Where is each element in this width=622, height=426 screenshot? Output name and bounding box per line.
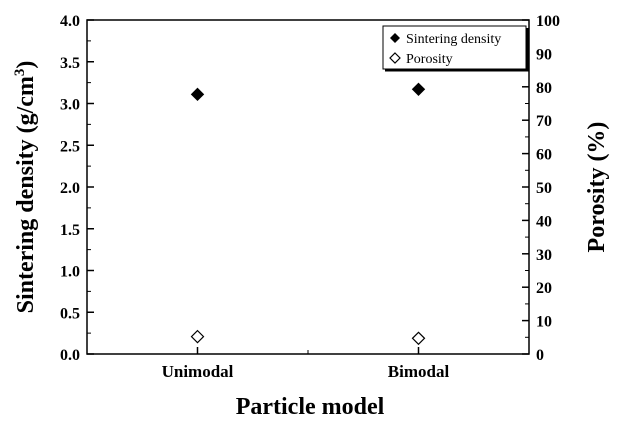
x-tick-label: Unimodal: [162, 362, 234, 381]
right-tick-label: 60: [536, 147, 552, 164]
legend-label-sintering-density: Sintering density: [406, 32, 501, 47]
right-tick-label: 30: [536, 247, 552, 264]
left-axis-title-close: ): [13, 61, 39, 69]
right-tick-label: 50: [536, 180, 552, 197]
sintering-density-point: [411, 82, 426, 97]
left-tick-label: 3.0: [60, 97, 80, 114]
right-tick-label: 10: [536, 314, 552, 331]
left-tick-label: 4.0: [60, 13, 80, 30]
right-tick-label: 90: [536, 46, 552, 63]
left-tick-label: 1.5: [60, 222, 80, 239]
legend-shadow-bottom: [385, 69, 529, 72]
right-tick-label: 40: [536, 213, 552, 230]
legend-label-porosity: Porosity: [406, 52, 453, 67]
legend-marker-sintering-density: [390, 33, 400, 43]
left-tick-label: 2.0: [60, 180, 80, 197]
legend-marker-porosity: [389, 52, 401, 64]
left-axis-title: Sintering density (g/cm3): [12, 61, 39, 314]
left-axis-title-main: Sintering density (g/cm: [13, 76, 39, 313]
left-tick-label: 0.5: [60, 305, 80, 322]
sintering-density-point: [190, 87, 205, 102]
left-tick-label: 2.5: [60, 138, 80, 155]
left-tick-label: 3.5: [60, 55, 80, 72]
right-tick-label: 100: [536, 13, 560, 30]
x-axis-title: Particle model: [236, 394, 385, 420]
left-tick-label: 1.0: [60, 264, 80, 281]
right-tick-label: 20: [536, 280, 552, 297]
x-tick-label: Bimodal: [388, 362, 450, 381]
right-axis-title: Porosity (%): [584, 122, 610, 253]
legend-box: [382, 25, 527, 70]
right-tick-label: 0: [536, 347, 544, 364]
porosity-point: [190, 329, 205, 344]
right-tick-label: 70: [536, 113, 552, 130]
right-axis: 0 10 20 30 40 50 60 70 80 90 100: [522, 13, 560, 364]
left-axis-title-superscript: 3: [12, 69, 28, 77]
legend-shadow-right: [526, 28, 529, 71]
legend: Sintering density Porosity: [382, 25, 529, 72]
porosity-point: [411, 331, 426, 346]
left-tick-label: 0.0: [60, 347, 80, 364]
right-tick-label: 80: [536, 80, 552, 97]
left-axis: 0.0 0.5 1.0 1.5 2.0 2.5 3.0 3.5 4.0: [60, 13, 94, 364]
x-axis: Unimodal Bimodal: [162, 347, 450, 381]
data-marks: [190, 82, 426, 346]
